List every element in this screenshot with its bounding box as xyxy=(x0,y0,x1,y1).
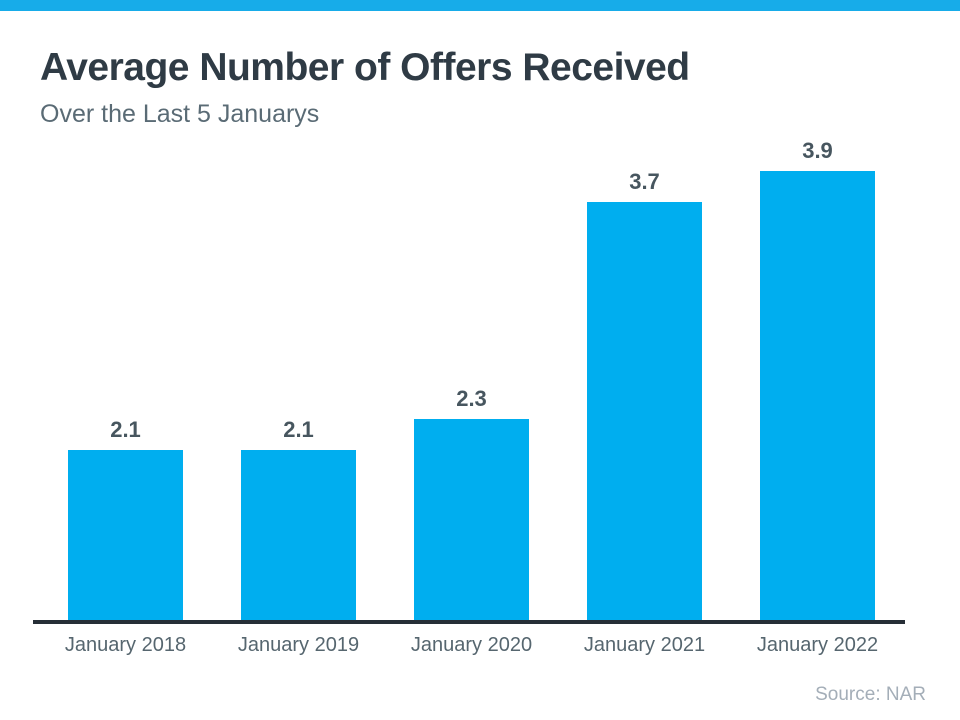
bar-value-label-january-2022: 3.9 xyxy=(802,138,833,163)
bar-value-label-january-2018: 2.1 xyxy=(110,417,141,442)
bar-value-label-january-2021: 3.7 xyxy=(629,169,660,194)
x-tick-label-january-2021: January 2021 xyxy=(583,634,706,656)
bar-january-2019 xyxy=(241,450,356,620)
chart-subtitle: Over the Last 5 Januarys xyxy=(40,100,320,128)
x-tick-label-january-2022: January 2022 xyxy=(756,634,879,656)
chart-title: Average Number of Offers Received xyxy=(40,46,690,89)
bar-value-label-january-2020: 2.3 xyxy=(456,386,487,411)
bar-january-2022 xyxy=(760,171,875,620)
bar-value-label-january-2019: 2.1 xyxy=(283,417,314,442)
bar-january-2020 xyxy=(414,419,529,620)
bar-january-2021 xyxy=(587,202,702,620)
x-tick-label-january-2019: January 2019 xyxy=(237,634,360,656)
x-tick-label-january-2020: January 2020 xyxy=(410,634,533,656)
bar-january-2018 xyxy=(68,450,183,620)
x-axis-line xyxy=(33,620,905,624)
top-accent-strip xyxy=(0,0,960,11)
x-tick-label-january-2018: January 2018 xyxy=(64,634,187,656)
source-credit: Source: NAR xyxy=(815,684,926,705)
